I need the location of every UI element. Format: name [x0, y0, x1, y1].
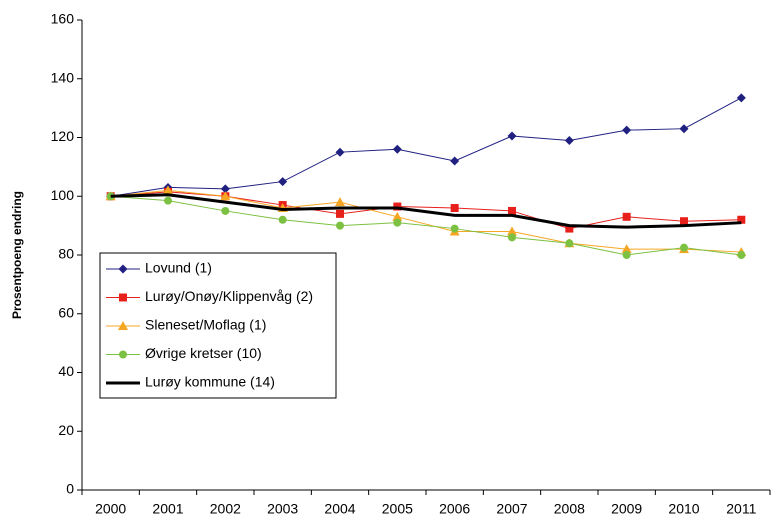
y-tick-label: 100	[51, 187, 75, 203]
y-tick-label: 0	[66, 481, 74, 497]
y-tick-label: 80	[58, 246, 74, 262]
y-tick-label: 20	[58, 422, 74, 438]
marker	[392, 211, 403, 221]
marker	[119, 293, 127, 302]
marker	[680, 243, 688, 252]
marker	[450, 204, 459, 212]
y-tick-label: 120	[51, 128, 75, 144]
marker	[622, 125, 632, 135]
marker	[119, 350, 127, 359]
marker	[508, 233, 516, 242]
x-tick-label: 2011	[726, 501, 756, 517]
marker	[278, 215, 287, 224]
x-tick-label: 2000	[95, 501, 126, 517]
x-tick-label: 2008	[554, 501, 585, 517]
marker	[736, 93, 746, 103]
marker	[565, 239, 574, 248]
marker	[221, 206, 230, 215]
marker	[737, 215, 746, 224]
y-tick-label: 140	[51, 69, 75, 85]
marker	[278, 177, 288, 187]
legend-marker	[118, 321, 128, 330]
y-tick-label: 160	[51, 11, 75, 27]
x-tick-label: 2004	[324, 501, 355, 517]
marker	[450, 156, 460, 166]
marker	[336, 209, 344, 218]
marker	[622, 251, 631, 259]
x-tick-label: 2002	[210, 501, 241, 517]
marker	[564, 135, 574, 145]
legend-label: Lurøy kommune (14)	[145, 374, 275, 390]
x-tick-label: 2009	[611, 501, 642, 517]
marker	[507, 131, 517, 141]
x-tick-label: 2006	[439, 501, 470, 517]
y-axis-label: Prosentpoeng endring	[10, 191, 24, 319]
marker	[679, 124, 689, 134]
marker	[565, 224, 574, 233]
marker	[335, 147, 345, 157]
legend-marker	[118, 264, 128, 274]
x-tick-label: 2001	[152, 501, 183, 517]
legend-label: Sleneset/Moflag (1)	[145, 317, 266, 333]
y-tick-label: 40	[58, 363, 74, 379]
marker	[621, 244, 632, 254]
x-tick-label: 2007	[496, 501, 527, 517]
marker	[450, 224, 459, 233]
legend-marker	[119, 293, 127, 302]
marker	[220, 191, 231, 201]
legend-label: Lovund (1)	[145, 260, 212, 276]
marker	[118, 321, 128, 330]
marker	[508, 206, 516, 215]
series-line	[110, 189, 742, 253]
x-tick-label: 2005	[382, 501, 413, 517]
marker	[737, 251, 746, 259]
marker	[164, 196, 172, 205]
y-tick-label: 60	[58, 304, 74, 320]
marker	[392, 144, 402, 154]
series-line	[110, 97, 742, 197]
x-tick-label: 2010	[668, 501, 699, 517]
series-line	[110, 193, 742, 229]
legend-label: Lurøy/Onøy/Klippenvåg (2)	[145, 288, 313, 304]
marker	[118, 264, 128, 274]
marker	[336, 221, 344, 230]
x-tick-label: 2003	[267, 501, 298, 517]
marker	[220, 184, 230, 194]
legend-marker	[119, 350, 127, 359]
marker	[163, 185, 173, 195]
marker	[622, 212, 631, 221]
marker	[335, 197, 345, 207]
marker	[393, 218, 402, 227]
legend-label: Øvrige kretser (10)	[145, 345, 262, 361]
series-line	[110, 195, 742, 256]
marker	[680, 217, 688, 226]
marker	[507, 226, 517, 236]
